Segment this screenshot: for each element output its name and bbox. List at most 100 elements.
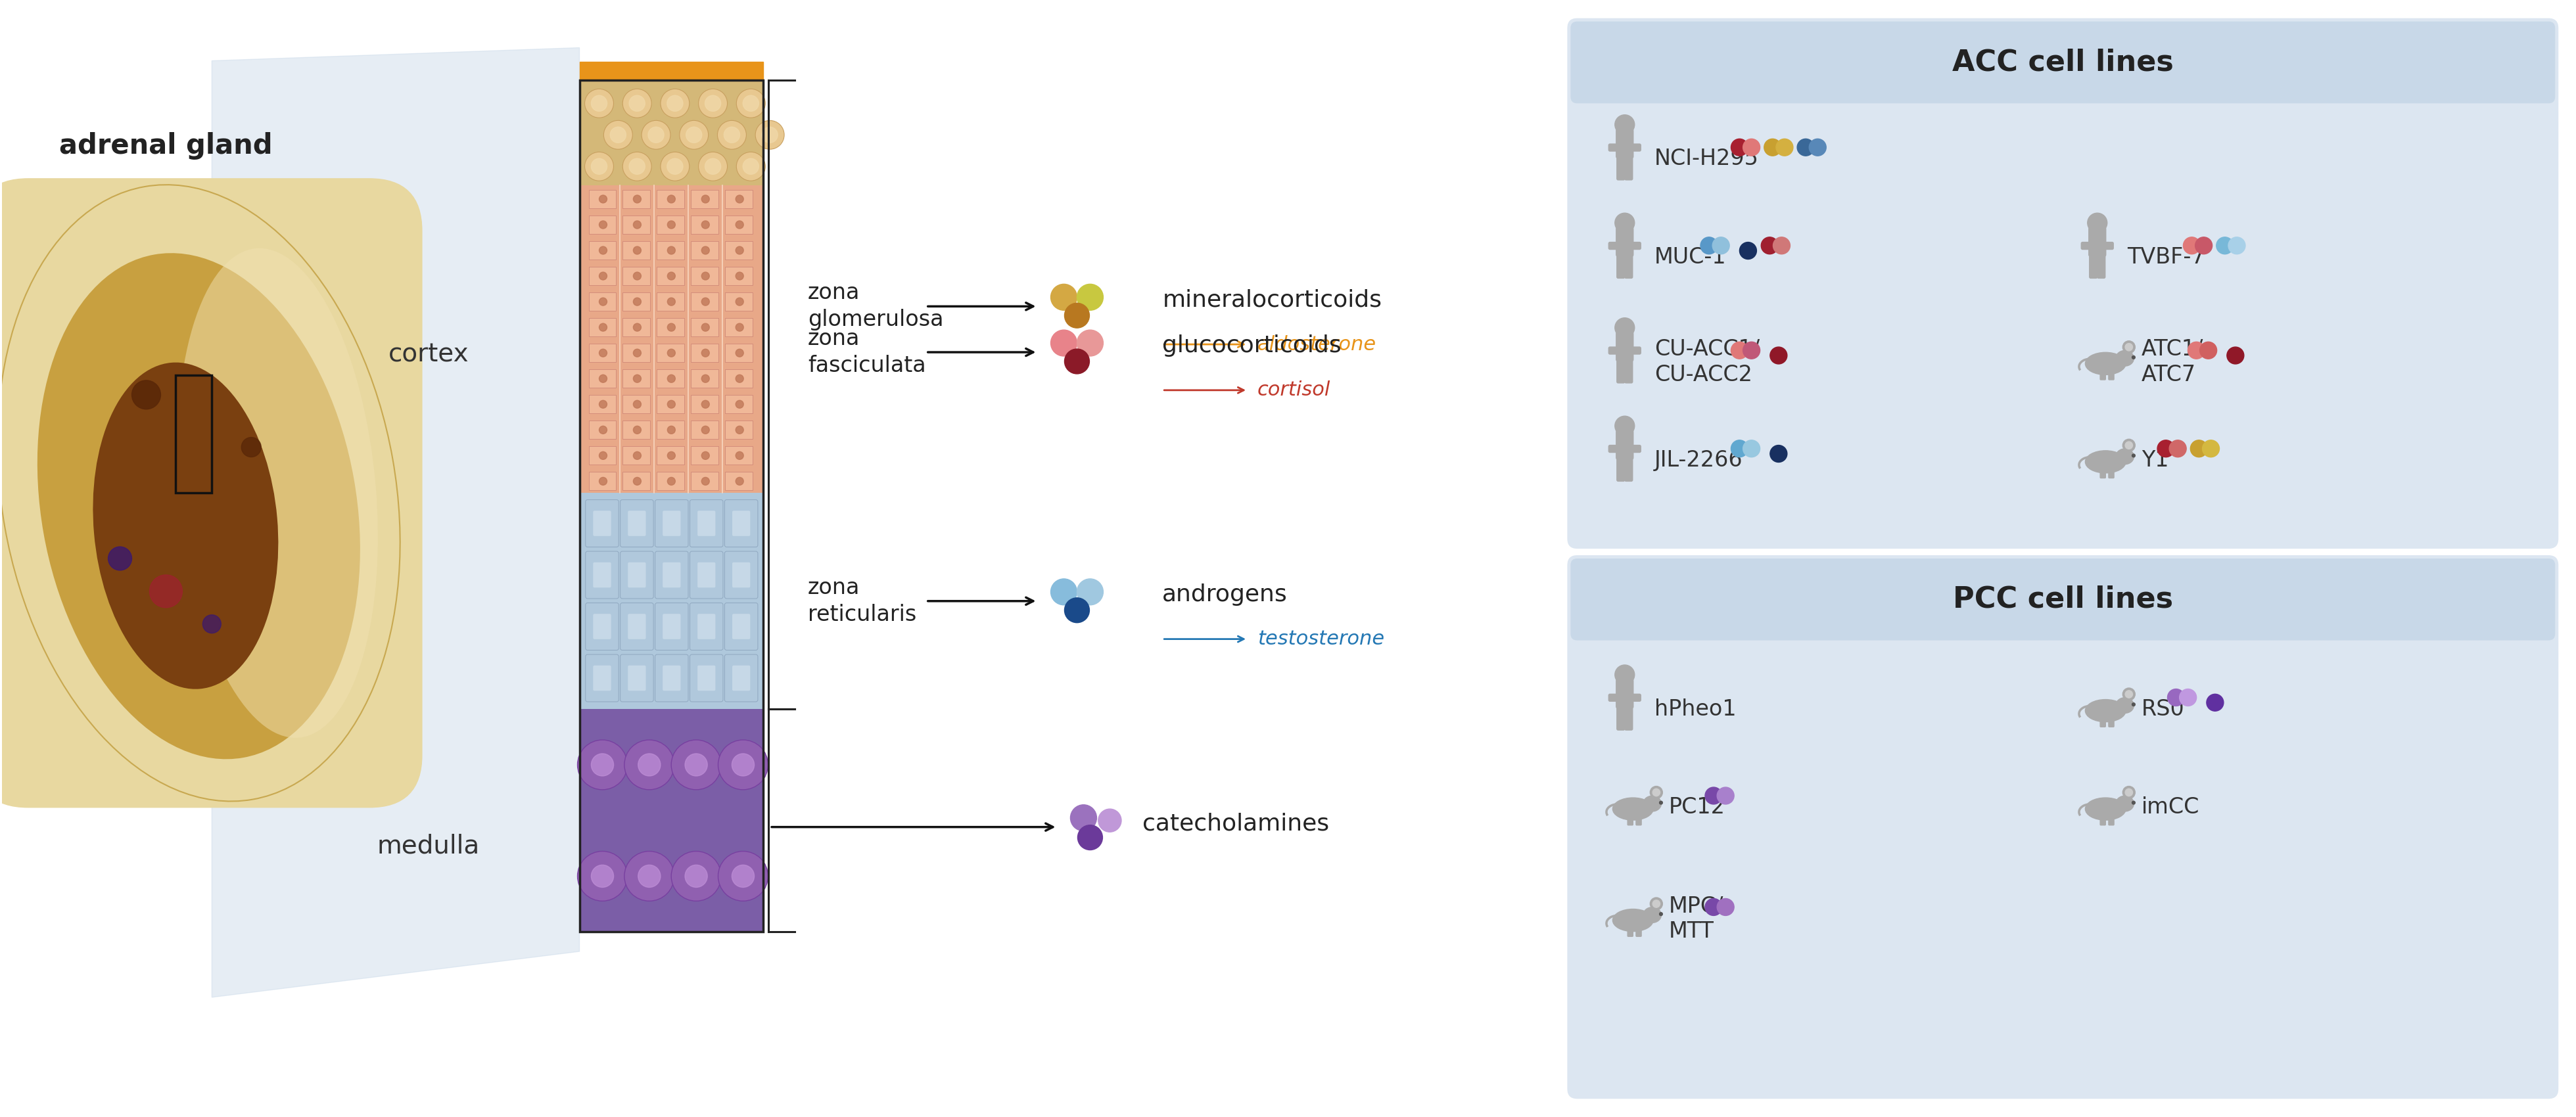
- Circle shape: [634, 426, 641, 433]
- Circle shape: [634, 349, 641, 357]
- FancyBboxPatch shape: [724, 655, 757, 701]
- Circle shape: [639, 865, 659, 887]
- Circle shape: [701, 324, 708, 332]
- Circle shape: [1744, 342, 1759, 359]
- Circle shape: [108, 546, 131, 571]
- Circle shape: [1064, 303, 1090, 328]
- FancyBboxPatch shape: [1631, 242, 1641, 249]
- FancyBboxPatch shape: [2110, 470, 2115, 478]
- Circle shape: [2125, 441, 2133, 449]
- Bar: [590, 447, 616, 465]
- FancyBboxPatch shape: [621, 603, 654, 650]
- FancyBboxPatch shape: [2089, 227, 2105, 257]
- Circle shape: [667, 451, 675, 459]
- Circle shape: [1615, 416, 1636, 436]
- Circle shape: [701, 374, 708, 382]
- Circle shape: [204, 614, 222, 633]
- Bar: [590, 267, 616, 285]
- Bar: [690, 421, 719, 439]
- FancyBboxPatch shape: [2099, 470, 2105, 478]
- Bar: [657, 190, 685, 208]
- Circle shape: [1077, 330, 1103, 356]
- Circle shape: [701, 426, 708, 433]
- FancyBboxPatch shape: [1607, 347, 1620, 354]
- FancyBboxPatch shape: [732, 614, 750, 639]
- FancyBboxPatch shape: [585, 655, 618, 701]
- Circle shape: [629, 95, 644, 112]
- Polygon shape: [211, 48, 580, 997]
- Text: medulla: medulla: [376, 833, 479, 859]
- Circle shape: [2208, 694, 2223, 712]
- Bar: [590, 370, 616, 388]
- Ellipse shape: [1643, 907, 1662, 923]
- FancyBboxPatch shape: [1636, 817, 1641, 825]
- Circle shape: [603, 121, 634, 150]
- Circle shape: [600, 195, 608, 203]
- Text: zona
reticularis: zona reticularis: [809, 576, 917, 626]
- Circle shape: [131, 381, 160, 409]
- FancyBboxPatch shape: [2110, 718, 2115, 727]
- FancyBboxPatch shape: [621, 499, 654, 547]
- Bar: [623, 318, 649, 336]
- Circle shape: [698, 89, 726, 117]
- Circle shape: [2226, 347, 2244, 364]
- Bar: [690, 344, 719, 362]
- Circle shape: [1077, 579, 1103, 605]
- Text: PCC cell lines: PCC cell lines: [1953, 585, 2174, 613]
- Bar: [623, 472, 649, 490]
- FancyBboxPatch shape: [2099, 817, 2105, 825]
- Circle shape: [1731, 342, 1749, 359]
- Circle shape: [1705, 898, 1723, 916]
- FancyBboxPatch shape: [1625, 357, 1633, 383]
- Circle shape: [623, 152, 652, 181]
- Circle shape: [1705, 787, 1723, 804]
- Text: CU-ACC1/
CU-ACC2: CU-ACC1/ CU-ACC2: [1654, 338, 1759, 385]
- Circle shape: [1798, 139, 1814, 156]
- FancyBboxPatch shape: [690, 603, 724, 650]
- Bar: [657, 344, 685, 362]
- Circle shape: [634, 451, 641, 459]
- FancyBboxPatch shape: [585, 603, 618, 650]
- Circle shape: [667, 349, 675, 357]
- FancyBboxPatch shape: [1607, 446, 1620, 452]
- Circle shape: [2123, 439, 2136, 451]
- Circle shape: [585, 152, 613, 181]
- FancyBboxPatch shape: [1607, 694, 1620, 701]
- Bar: [657, 216, 685, 233]
- Bar: [657, 395, 685, 413]
- FancyBboxPatch shape: [724, 552, 757, 599]
- FancyBboxPatch shape: [1615, 332, 1633, 362]
- Circle shape: [667, 273, 675, 280]
- FancyBboxPatch shape: [629, 562, 647, 588]
- Circle shape: [1770, 446, 1788, 462]
- FancyBboxPatch shape: [1571, 558, 2555, 640]
- Circle shape: [2200, 342, 2218, 359]
- Bar: [580, 80, 762, 932]
- FancyBboxPatch shape: [1636, 928, 1641, 936]
- Circle shape: [737, 273, 744, 280]
- Circle shape: [685, 127, 701, 143]
- Text: glucocorticoids: glucocorticoids: [1162, 334, 1342, 356]
- Text: JIL-2266: JIL-2266: [1654, 449, 1744, 471]
- Text: hPheo1: hPheo1: [1654, 698, 1736, 720]
- FancyBboxPatch shape: [1607, 242, 1620, 249]
- Circle shape: [737, 221, 744, 229]
- FancyBboxPatch shape: [698, 510, 716, 536]
- FancyBboxPatch shape: [690, 499, 724, 547]
- Circle shape: [2187, 342, 2205, 359]
- Circle shape: [634, 324, 641, 332]
- Circle shape: [1064, 598, 1090, 622]
- Circle shape: [2202, 440, 2221, 457]
- FancyBboxPatch shape: [732, 562, 750, 588]
- FancyBboxPatch shape: [1631, 347, 1641, 354]
- Circle shape: [1064, 349, 1090, 374]
- Bar: [590, 216, 616, 233]
- FancyBboxPatch shape: [592, 510, 611, 536]
- Circle shape: [1615, 115, 1636, 134]
- FancyBboxPatch shape: [1566, 555, 2558, 1099]
- Circle shape: [1659, 801, 1662, 804]
- FancyBboxPatch shape: [654, 499, 688, 547]
- Circle shape: [1713, 237, 1728, 254]
- Bar: [690, 447, 719, 465]
- Bar: [657, 421, 685, 439]
